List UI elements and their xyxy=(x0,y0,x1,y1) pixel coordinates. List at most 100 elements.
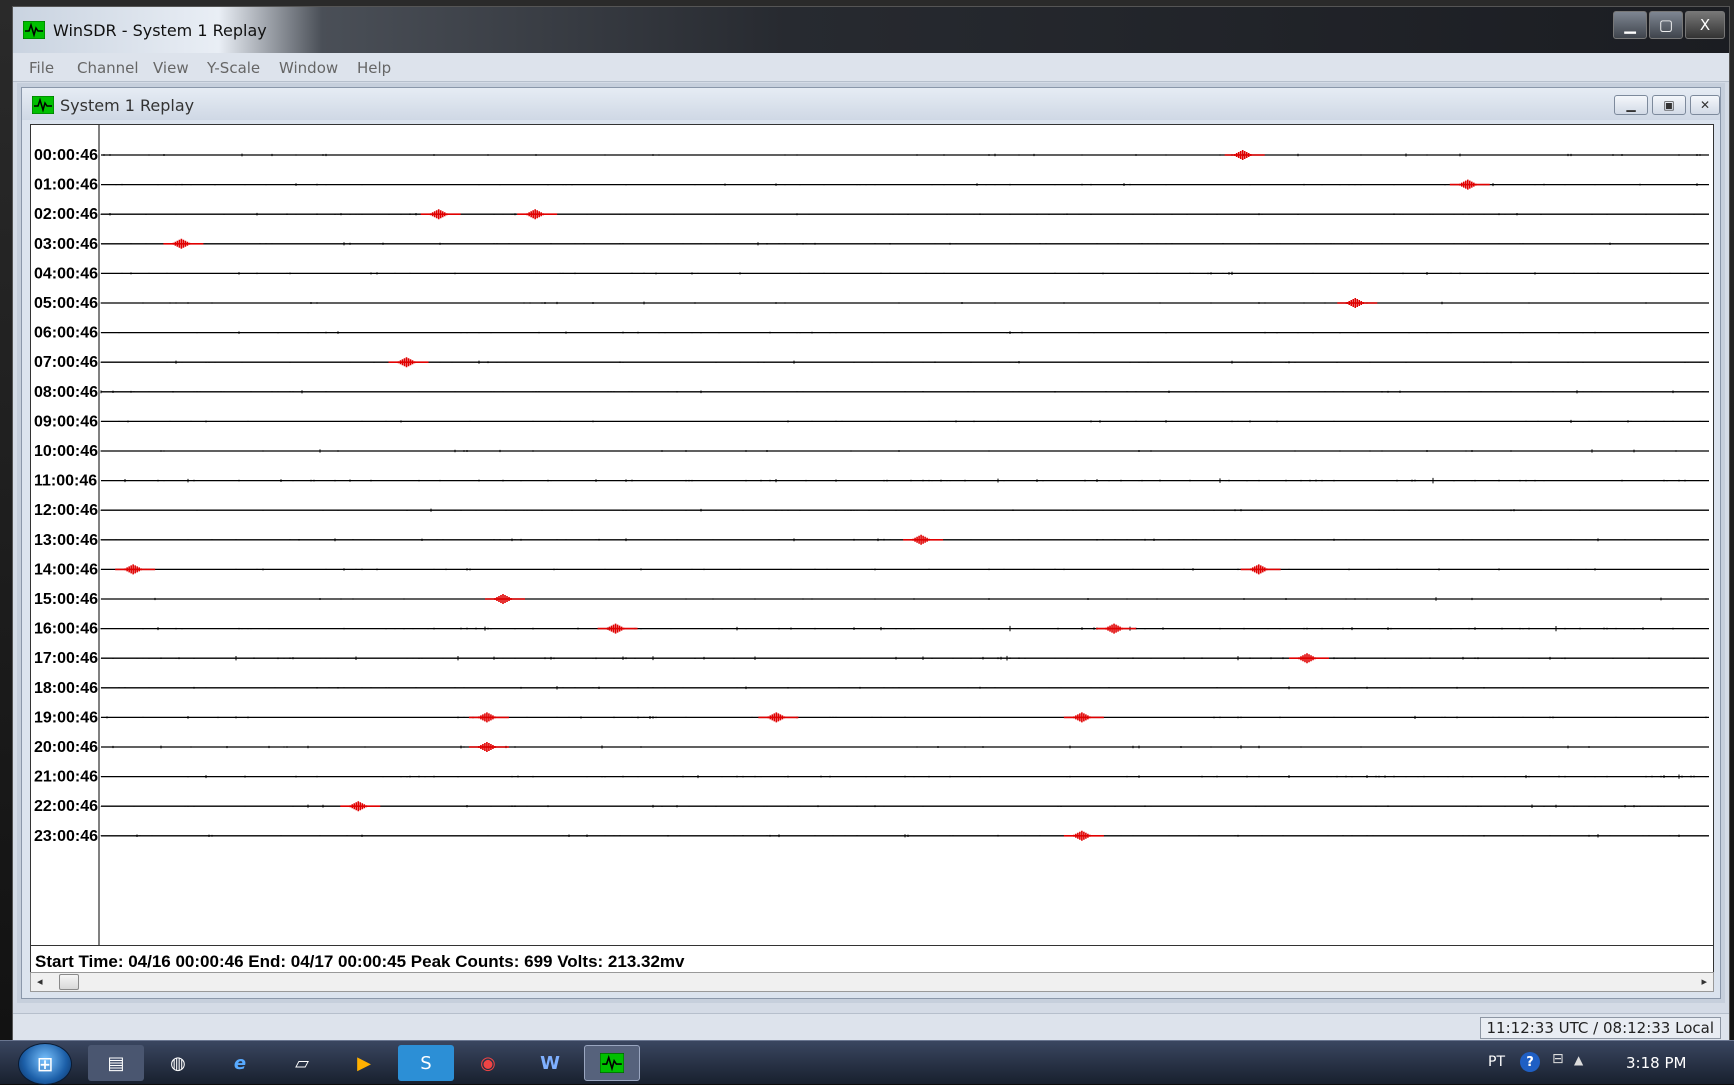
child-close-button[interactable]: ✕ xyxy=(1690,95,1720,115)
trace-signal xyxy=(100,153,1707,157)
mdi-client-area: System 1 Replay ▁ ▣ ✕ 00:00:46 01:00:46 02… xyxy=(17,83,1725,1003)
trace-label: 20:00:46 xyxy=(34,739,98,756)
trace-signal xyxy=(100,390,1707,394)
replay-child-window: System 1 Replay ▁ ▣ ✕ 00:00:46 01:00:46 02… xyxy=(21,87,1721,999)
trace-signal xyxy=(100,745,1707,749)
child-window-title: System 1 Replay xyxy=(60,96,195,115)
winsdr-window: WinSDR - System 1 Replay ▁ ▢ X File Chan… xyxy=(12,6,1730,1040)
trace-label: 08:00:46 xyxy=(34,384,98,401)
taskbar: ⊞ ▤ ◍ e ▱ ▶ S ◉ W PT ? ⊟ ▲ 3:18 PM xyxy=(0,1040,1734,1085)
trace-signal xyxy=(100,774,1707,779)
trace-signal xyxy=(100,183,1707,187)
trace-signal xyxy=(100,477,1707,484)
window-title: WinSDR - System 1 Replay xyxy=(53,21,267,40)
trace-label: 03:00:46 xyxy=(34,236,98,253)
menu-file[interactable]: File xyxy=(29,59,55,77)
menu-y-scale[interactable]: Y-Scale xyxy=(207,59,261,77)
ie-alt-icon[interactable]: ◍ xyxy=(170,1052,186,1074)
minimize-button[interactable]: ▁ xyxy=(1613,11,1647,39)
trace-signal xyxy=(100,686,1707,690)
event-marker xyxy=(388,357,429,368)
winsdr-icon[interactable] xyxy=(584,1045,640,1081)
menu-channel[interactable]: Channel xyxy=(77,59,139,77)
trace-label: 14:00:46 xyxy=(34,561,98,578)
status-bar: 11:12:33 UTC / 08:12:33 Local xyxy=(13,1013,1729,1040)
word-icon[interactable]: W xyxy=(540,1052,560,1074)
trace-label: 02:00:46 xyxy=(34,206,98,223)
child-minimize-button[interactable]: ▁ xyxy=(1614,95,1648,115)
child-restore-button[interactable]: ▣ xyxy=(1652,95,1686,115)
skype-icon[interactable]: S xyxy=(398,1045,454,1081)
event-marker xyxy=(1096,623,1137,634)
trace-label: 18:00:46 xyxy=(34,680,98,697)
event-marker xyxy=(115,564,156,575)
trace-signal xyxy=(100,360,1707,364)
trace-label: 00:00:46 xyxy=(34,147,98,164)
event-marker xyxy=(420,209,461,220)
trace-signal xyxy=(100,271,1707,276)
clock-readout: 11:12:33 UTC / 08:12:33 Local xyxy=(1479,1017,1721,1039)
trace-signal xyxy=(100,655,1707,661)
menu-help[interactable]: Help xyxy=(357,59,392,77)
chrome-icon[interactable]: ◉ xyxy=(480,1052,496,1074)
trace-label: 19:00:46 xyxy=(34,709,98,726)
trace-signal xyxy=(100,834,1707,838)
seismogram-plot[interactable]: 00:00:46 01:00:46 02:00:46 03:00:46 04:00:46… xyxy=(30,124,1714,946)
trace-label: 13:00:46 xyxy=(34,532,98,549)
trace-label: 05:00:46 xyxy=(34,295,98,312)
media-player-icon[interactable]: ▶ xyxy=(357,1052,371,1074)
device-icon[interactable]: ▱ xyxy=(295,1052,309,1074)
scroll-right-arrow-icon[interactable]: ▸ xyxy=(1701,975,1707,988)
event-marker xyxy=(163,238,204,249)
trace-signal xyxy=(100,419,1707,423)
trace-signal xyxy=(100,331,1707,334)
event-marker xyxy=(1240,564,1281,575)
event-marker xyxy=(340,801,381,812)
trace-label: 22:00:46 xyxy=(34,798,98,815)
internet-explorer-icon[interactable]: e xyxy=(233,1052,247,1074)
trace-label: 21:00:46 xyxy=(34,769,98,786)
trace-label: 15:00:46 xyxy=(34,591,98,608)
menu-bar: File Channel View Y-Scale Window Help xyxy=(13,53,1729,82)
maximize-button[interactable]: ▢ xyxy=(1649,11,1683,39)
trace-label: 16:00:46 xyxy=(34,621,98,638)
event-marker xyxy=(597,623,638,634)
trace-label: 09:00:46 xyxy=(34,413,98,430)
network-icon[interactable]: ⊟ xyxy=(1552,1051,1564,1067)
explorer-icon[interactable]: ▤ xyxy=(88,1045,144,1081)
trace-signal xyxy=(100,804,1707,808)
waveform-icon xyxy=(32,96,54,114)
event-marker xyxy=(468,712,509,723)
event-marker xyxy=(1337,298,1378,308)
system-tray: PT ? ⊟ ▲ 3:18 PM xyxy=(1474,1041,1734,1084)
trace-label: 23:00:46 xyxy=(34,828,98,845)
help-icon[interactable]: ? xyxy=(1520,1052,1540,1072)
trace-label: 07:00:46 xyxy=(34,354,98,371)
trace-signal xyxy=(100,242,1707,246)
trace-signal xyxy=(100,508,1707,512)
scrollbar-thumb[interactable] xyxy=(59,974,79,990)
trace-label: 01:00:46 xyxy=(34,177,98,194)
event-marker xyxy=(1224,150,1265,160)
taskbar-clock[interactable]: 3:18 PM xyxy=(1626,1054,1687,1072)
waveform-icon xyxy=(23,21,45,39)
language-indicator[interactable]: PT xyxy=(1488,1054,1505,1070)
scroll-left-arrow-icon[interactable]: ◂ xyxy=(37,975,43,988)
trace-signal xyxy=(100,597,1707,601)
show-hidden-icons-icon[interactable]: ▲ xyxy=(1574,1053,1584,1067)
event-marker xyxy=(758,712,799,723)
event-marker xyxy=(903,534,944,545)
start-button[interactable]: ⊞ xyxy=(18,1043,72,1085)
event-marker xyxy=(468,742,509,752)
menu-view[interactable]: View xyxy=(153,59,189,77)
title-bar[interactable]: WinSDR - System 1 Replay ▁ ▢ X xyxy=(13,7,1729,53)
helicorder-traces: 00:00:46 01:00:46 02:00:46 03:00:46 04:00:46… xyxy=(34,125,1709,945)
menu-window[interactable]: Window xyxy=(279,59,339,77)
replay-info-line: Start Time: 04/16 00:00:46 End: 04/17 00… xyxy=(30,946,1714,972)
close-button[interactable]: X xyxy=(1685,11,1725,39)
horizontal-scrollbar[interactable]: ◂ ▸ xyxy=(30,972,1714,992)
child-title-bar[interactable]: System 1 Replay ▁ ▣ ✕ xyxy=(22,88,1720,120)
trace-label: 12:00:46 xyxy=(34,502,98,519)
trace-label: 06:00:46 xyxy=(34,325,98,342)
event-marker xyxy=(1063,712,1104,723)
